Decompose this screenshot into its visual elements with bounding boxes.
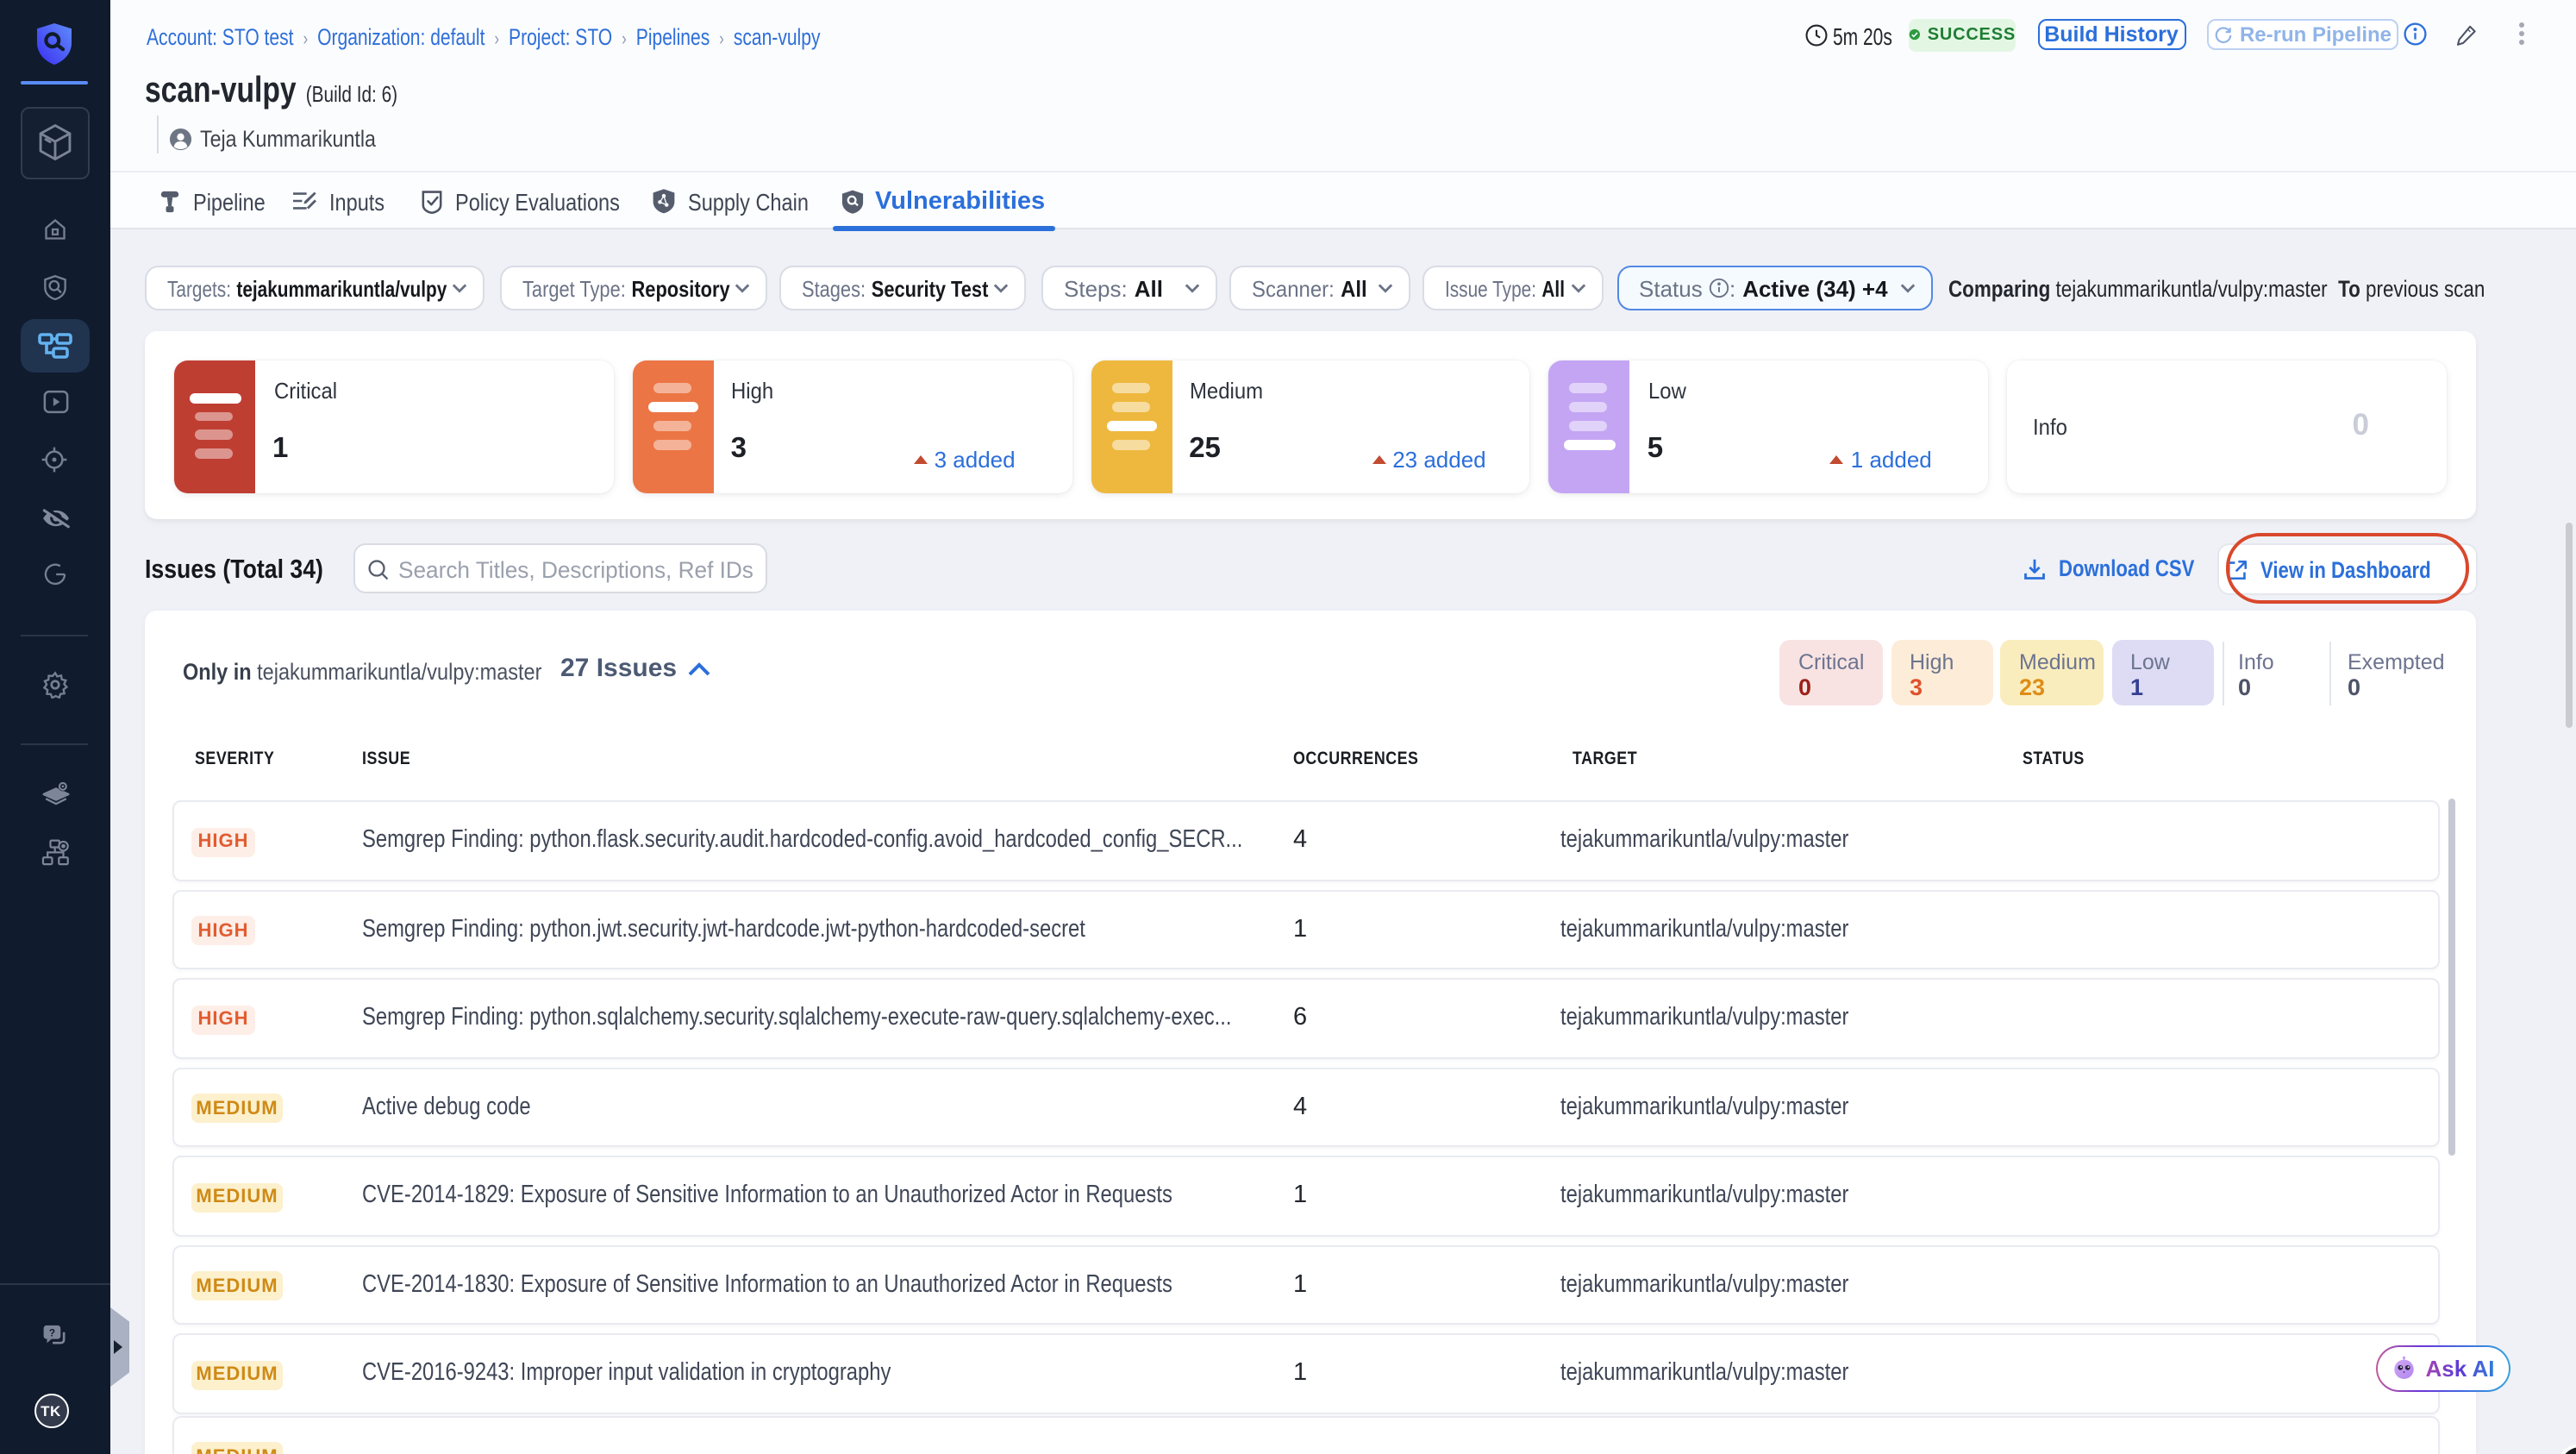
svg-text:?: ? — [49, 1327, 55, 1338]
